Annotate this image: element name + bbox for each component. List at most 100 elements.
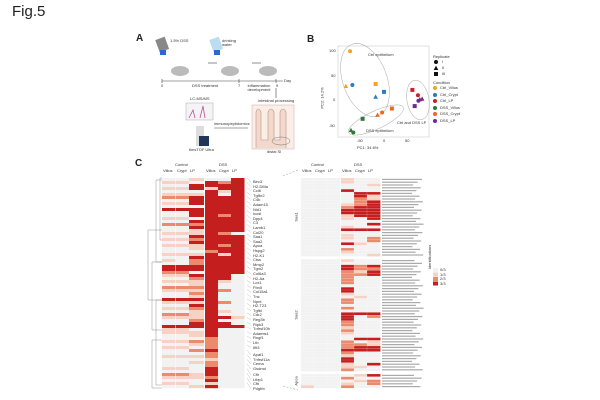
heatmap-cell xyxy=(205,208,219,212)
pca-point-ctrl-crypt xyxy=(373,94,378,99)
heatmap-cell xyxy=(189,211,204,215)
heatmap-cell xyxy=(353,295,368,299)
peptide-label xyxy=(382,377,422,379)
heatmap-cell xyxy=(189,370,204,374)
heatmap-cell xyxy=(353,317,368,321)
gene-label: Cdr2 xyxy=(253,312,262,318)
legend-swatch xyxy=(433,268,438,272)
heatmap-cell xyxy=(189,259,204,263)
heatmap-cell xyxy=(300,382,315,386)
heatmap-cell xyxy=(313,211,328,215)
heatmap-cell xyxy=(231,208,245,212)
heatmap-cell xyxy=(366,320,381,324)
heatmap-cell xyxy=(300,261,315,265)
heatmap-cell xyxy=(189,352,204,356)
heatmap-cell xyxy=(205,220,219,224)
x-tick: 0 xyxy=(383,138,386,143)
heatmap-cell xyxy=(176,190,190,194)
column-label-lp: LP xyxy=(368,168,373,173)
heatmap-cell xyxy=(176,238,190,242)
heatmap-cell xyxy=(326,233,341,237)
heatmap-cell xyxy=(366,368,381,372)
heatmap-cell xyxy=(218,247,232,251)
plot-frame xyxy=(337,45,430,138)
circle-icon xyxy=(434,60,438,64)
heatmap-cell xyxy=(366,317,381,321)
heatmap-cell xyxy=(300,289,315,293)
heatmap-cell xyxy=(366,362,381,366)
heatmap-cell xyxy=(162,217,176,221)
peptide-label xyxy=(382,352,414,354)
peptide-label xyxy=(382,243,417,245)
heatmap-cell xyxy=(218,223,232,227)
heatmap-cell xyxy=(326,189,341,193)
heatmap-cell xyxy=(218,268,232,272)
heatmap-cell xyxy=(231,199,245,203)
heatmap-cell xyxy=(189,385,204,389)
heatmap-cell xyxy=(218,295,232,299)
heatmap-cell xyxy=(162,187,176,191)
heatmap-cell xyxy=(162,232,176,236)
heatmap-cell xyxy=(218,319,232,323)
heatmap-cell xyxy=(300,306,315,310)
peptide-label xyxy=(382,285,423,287)
heatmap-cell xyxy=(205,259,219,263)
heatmap-cell xyxy=(176,313,190,317)
heatmap-cell xyxy=(326,357,341,361)
column-label-crypt: Crypt xyxy=(315,168,325,173)
heatmap-cell xyxy=(218,220,232,224)
heatmap-cell xyxy=(231,217,245,221)
heatmap-cell xyxy=(313,231,328,235)
heatmap-cell xyxy=(205,286,219,290)
heatmap-cell xyxy=(366,219,381,223)
heatmap-cell xyxy=(340,368,355,372)
heatmap-cell xyxy=(231,268,245,272)
heatmap-cell xyxy=(300,236,315,240)
tick-day-0: 0 xyxy=(161,83,164,88)
heatmap-cell xyxy=(366,309,381,313)
heatmap-cell xyxy=(326,295,341,299)
heatmap-cell xyxy=(162,343,176,347)
heatmap-cell xyxy=(176,358,190,362)
legend-replicate-1: I xyxy=(433,59,460,65)
heatmap-cell xyxy=(300,345,315,349)
heatmap-cell xyxy=(162,280,176,284)
heatmap-cell xyxy=(231,238,245,242)
heatmap-cell xyxy=(218,244,232,248)
heatmap-cell xyxy=(313,317,328,321)
processing-label: intestinal processing xyxy=(258,98,295,103)
heatmap-cell xyxy=(231,262,245,266)
heatmap-cell xyxy=(340,200,355,204)
peptide-label xyxy=(382,184,414,186)
legend-swatch xyxy=(433,86,437,91)
heatmap-cell xyxy=(366,275,381,279)
heatmap-cell xyxy=(189,256,204,260)
heatmap-cell xyxy=(218,325,232,329)
heatmap-cell xyxy=(205,373,219,377)
heatmap-cell xyxy=(176,343,190,347)
peptide-label xyxy=(382,246,413,248)
heatmap-cell xyxy=(205,205,219,209)
right-header-dss: DSS xyxy=(354,162,363,167)
gene-label: Rngf1 xyxy=(253,335,264,341)
legend-swatch xyxy=(433,277,438,281)
heatmap-cell xyxy=(326,331,341,335)
peptide-label xyxy=(382,338,424,340)
heatmap-cell xyxy=(366,197,381,201)
gene-label: Col6a3 xyxy=(253,271,266,276)
tick-day-9: 9 xyxy=(276,83,279,88)
heatmap-cell xyxy=(205,322,219,326)
heatmap-cell xyxy=(340,385,355,389)
heatmap-cell xyxy=(218,361,232,365)
heatmap-cell xyxy=(353,186,368,190)
heatmap-cell xyxy=(162,193,176,197)
peptide-label xyxy=(382,192,412,194)
heatmap-cell xyxy=(218,352,232,356)
peptide-label xyxy=(382,369,423,371)
heatmap-cell xyxy=(176,271,190,275)
heatmap-cell xyxy=(162,289,176,293)
heatmap-cell xyxy=(218,187,232,191)
heatmap-cell xyxy=(205,223,219,227)
heatmap-cell xyxy=(353,211,368,215)
heatmap-cell xyxy=(189,328,204,332)
